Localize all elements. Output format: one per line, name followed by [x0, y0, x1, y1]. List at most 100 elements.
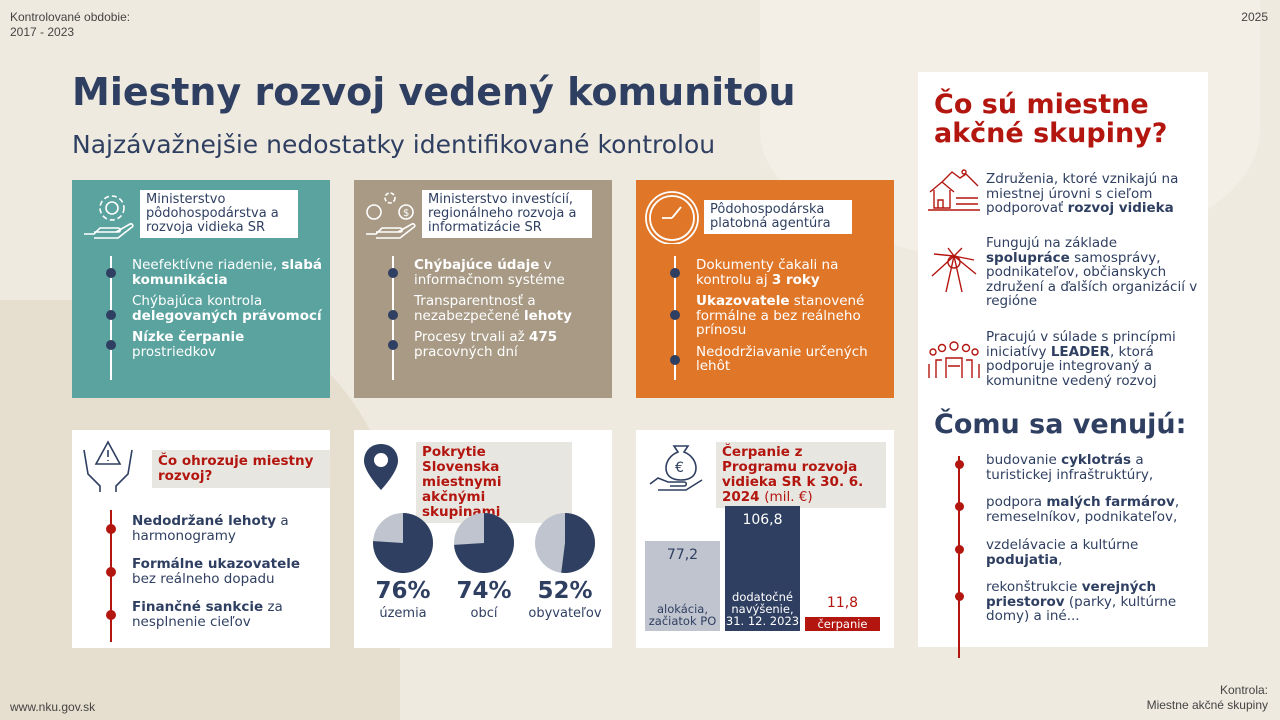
funding-title-text: Čerpanie z Programu rozvoja vidieka SR k…: [722, 444, 864, 505]
text-segment: prostriedkov: [132, 343, 217, 360]
text-segment: ,: [1058, 551, 1063, 568]
card-label: Ministerstvo investícií, regionálneho ro…: [422, 190, 592, 238]
bullet-dot: [106, 340, 116, 350]
community-group-icon: [928, 341, 980, 378]
emphasis-text: lehoty: [523, 307, 572, 324]
bullet-dot: [388, 340, 398, 350]
rich-text: Združenia, ktoré vznikajú na miestnej úr…: [986, 171, 1178, 216]
map-pin-icon: [364, 444, 398, 490]
rich-text: podpora malých farmárov, remeselníkov, p…: [986, 494, 1179, 525]
emphasis-text: Chýbajúce údaje: [414, 257, 540, 273]
text-segment: Chýbajúca kontrola: [132, 293, 263, 309]
emphasis-text: Nízke čerpanie: [132, 329, 245, 345]
rich-text: Chýbajúce údaje v informačnom systéme: [414, 257, 565, 288]
about-item: Združenia, ktoré vznikajú na miestnej úr…: [986, 172, 1201, 216]
rich-text: Dokumenty čakali na kontrolu aj 3 roky: [696, 257, 838, 288]
pie-value: 52%: [537, 578, 593, 604]
year: 2025: [1241, 10, 1268, 24]
activity-item: vzdelávacie a kultúrne podujatia,: [986, 538, 1201, 567]
bullet-dot: [670, 310, 680, 320]
threat-item: Formálne ukazovatele bez reálneho dopadu: [106, 557, 327, 587]
finding-item: Neefektívne riadenie, slabá komunikácia: [106, 257, 327, 288]
text-segment: za nesplnenie cieľov: [132, 599, 283, 630]
card-ministry-investments: $ Ministerstvo investícií, regionálneho …: [354, 180, 612, 398]
bullet-dot: [955, 460, 964, 469]
emphasis-text: podujatia: [986, 551, 1059, 568]
pie-slice: [561, 513, 595, 573]
bullet-dot: [955, 545, 964, 554]
bullet-dot: [955, 592, 964, 601]
funding-unit: (mil. €): [764, 489, 813, 505]
threats-title: Čo ohrozuje miestny rozvoj?: [152, 450, 330, 488]
pie-slice: [373, 513, 433, 573]
rich-text: Neefektívne riadenie, slabá komunikácia: [132, 257, 322, 288]
emphasis-text: cyklotrás: [1061, 452, 1132, 468]
bullet-dot: [955, 502, 964, 511]
text-segment: Fungujú na základe: [986, 235, 1118, 251]
audit-label: Kontrola:: [1219, 683, 1268, 697]
activity-item: rekonštrukcie verejných priestorov (park…: [986, 580, 1201, 624]
page-title: Miestny rozvoj vedený komunitou: [72, 70, 796, 114]
period-label: Kontrolované obdobie:: [10, 10, 131, 24]
pie-value: 74%: [456, 578, 512, 604]
bullet-dot: [106, 610, 116, 620]
card-threats: Čo ohrozuje miestny rozvoj? Nedodržané l…: [72, 430, 330, 648]
audit-info: Kontrola: Miestne akčné skupiny: [1147, 683, 1268, 713]
bullet-dot: [106, 310, 116, 320]
card-coverage: Pokrytie Slovenska miestnymi akčnými sku…: [354, 430, 612, 648]
rich-text: Transparentnosť a nezabezpečené lehoty: [414, 293, 572, 324]
text-segment: Neefektívne riadenie,: [132, 257, 282, 273]
bullet-dot: [388, 310, 398, 320]
audit-name: Miestne akčné skupiny: [1146, 698, 1268, 712]
period-info: Kontrolované obdobie: 2017 - 2023: [10, 10, 130, 40]
warning-hands-icon: [83, 440, 133, 492]
text-segment: bez reálneho dopadu: [132, 570, 275, 587]
page-subtitle: Najzávažnejšie nedostatky identifikované…: [72, 130, 716, 159]
text-segment: Transparentnosť a nezabezpečené: [414, 293, 536, 324]
text-segment: Dokumenty čakali na kontrolu aj: [696, 257, 839, 288]
bar: [645, 540, 720, 631]
rich-text: vzdelávacie a kultúrne podujatia,: [986, 537, 1138, 568]
emphasis-text: malých farmárov: [1046, 494, 1175, 510]
text-segment: Pracujú v súlade s princípmi iniciatívy: [986, 329, 1176, 360]
bullet-dot: [388, 268, 398, 278]
finding-item: Transparentnosť a nezabezpečené lehoty: [388, 293, 609, 324]
emphasis-text: slabá komunikácia: [132, 257, 322, 288]
text-segment: Združenia, ktoré vznikajú na miestnej úr…: [986, 171, 1179, 216]
period: 2017 - 2023: [10, 25, 75, 39]
pie-slice: [454, 513, 514, 573]
rich-text: Ukazovatele stanovené formálne a bez reá…: [696, 293, 864, 338]
money-bag-hand-icon: €: [649, 445, 703, 491]
timeline-line: [958, 456, 960, 658]
rich-text: Pracujú v súlade s princípmi iniciatívy …: [986, 329, 1176, 389]
card-ministry-agriculture: Ministerstvo pôdohospodárstva a rozvoja …: [72, 180, 330, 398]
joined-hands-icon: [931, 247, 977, 293]
village-icon: [928, 169, 980, 211]
threat-item: Finančné sankcie za nesplnenie cieľov: [106, 599, 327, 630]
text-segment: , ktorá podporuje integrovaný a komunitn…: [986, 343, 1157, 389]
text-segment: podpora: [986, 494, 1047, 510]
finding-item: Dokumenty čakali na kontrolu aj 3 roky: [670, 257, 891, 288]
website-link[interactable]: www.nku.gov.sk: [10, 700, 96, 714]
lag-heading: Čo sú miestne akčné skupiny?: [934, 89, 1168, 149]
text-segment: vzdelávacie a kultúrne: [986, 537, 1139, 553]
rich-text: Fungujú na základe spolupráce samosprávy…: [986, 235, 1197, 309]
text-segment: a turistickej infraštruktúry,: [986, 452, 1154, 483]
rich-text: Chýbajúca kontrola delegovaných právomoc…: [132, 293, 322, 324]
activity-item: budovanie cyklotrás a turistickej infraš…: [986, 453, 1201, 482]
text-segment: pracovných dní: [414, 343, 518, 360]
bar-category-label: čerpanie: [817, 617, 868, 631]
gear-hand-icon: [84, 195, 134, 239]
card-funding: € Čerpanie z Programu rozvoja vidieka SR…: [636, 430, 894, 648]
bar-value-label: 77,2: [666, 546, 699, 563]
finding-item: Chýbajúce údaje v informačnom systéme: [388, 257, 609, 288]
funding-title: Čerpanie z Programu rozvoja vidieka SR k…: [716, 442, 886, 508]
rich-text: rekonštrukcie verejných priestorov (park…: [986, 579, 1176, 624]
emphasis-text: LEADER: [1050, 343, 1110, 360]
bullet-dot: [106, 524, 116, 534]
emphasis-text: verejných priestorov: [986, 579, 1157, 610]
rich-text: Finančné sankcie za nesplnenie cieľov: [132, 599, 283, 630]
text-segment: Procesy trvali až: [414, 329, 530, 345]
emphasis-text: Ukazovatele: [696, 293, 790, 309]
text-segment: rekonštrukcie: [986, 579, 1082, 595]
